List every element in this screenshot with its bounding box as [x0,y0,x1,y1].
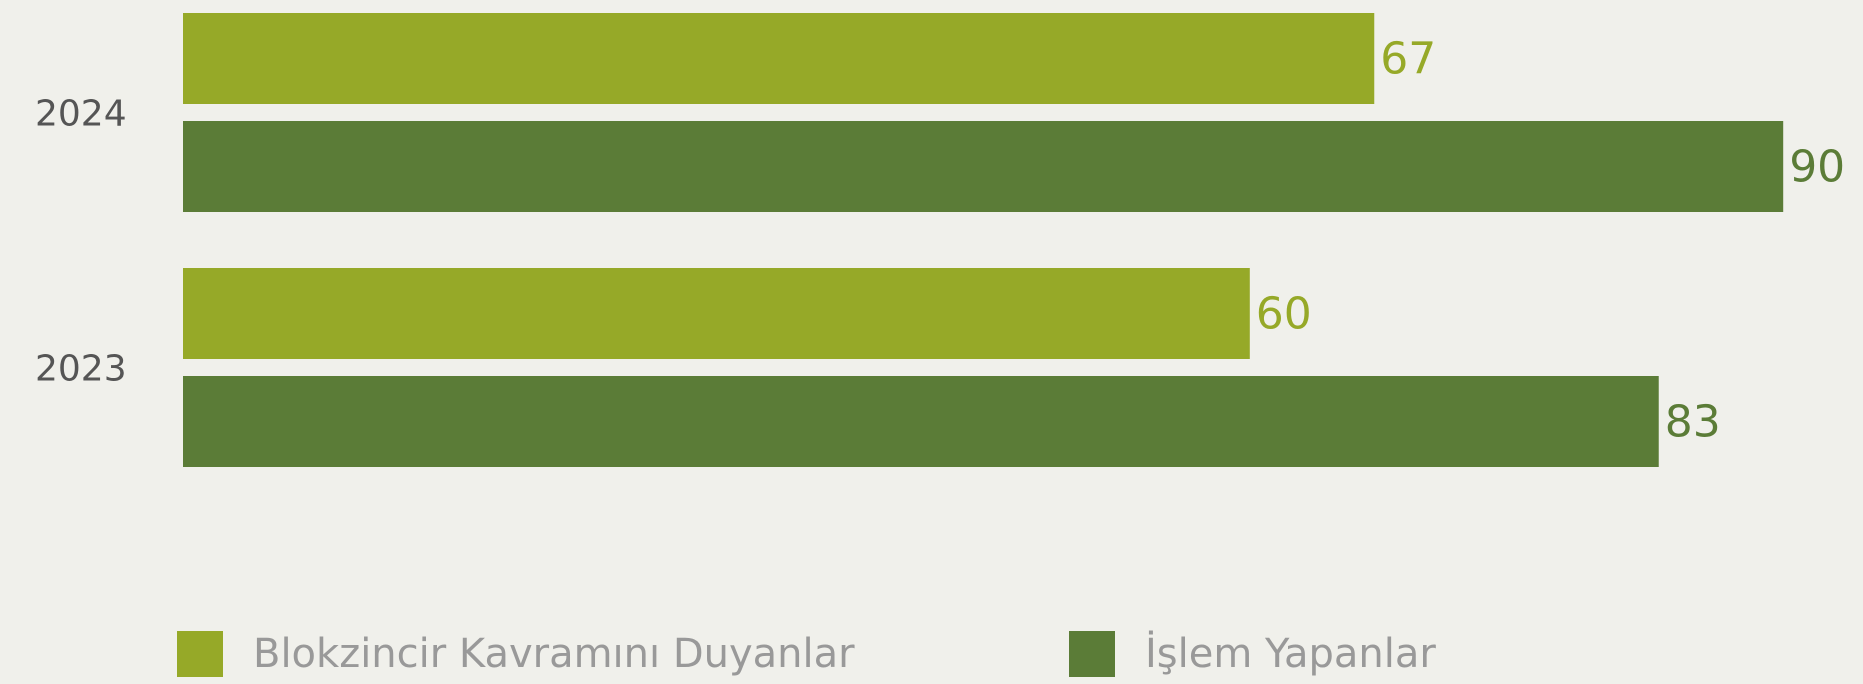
legend-label: Blokzincir Kavramını Duyanlar [253,631,855,677]
bar [183,13,1375,104]
y-tick-label: 2024 [35,94,127,135]
value-label: 67 [1380,34,1436,85]
value-label: 90 [1789,142,1845,193]
bar [183,376,1659,467]
legend-swatch [1069,631,1115,677]
legend-swatch [177,631,223,677]
y-tick-label: 2023 [35,349,127,390]
bar [183,268,1250,359]
value-label: 83 [1665,397,1721,448]
value-label: 60 [1256,289,1312,340]
bar [183,121,1784,212]
legend-label: İşlem Yapanlar [1145,629,1436,677]
